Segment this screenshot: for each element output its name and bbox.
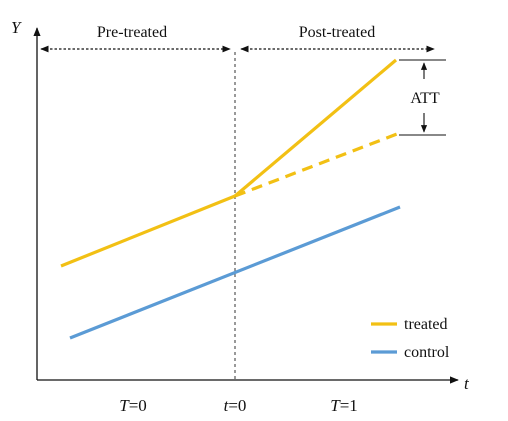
x-tick-pre: T=0 (119, 396, 147, 415)
pre-period-label: Pre-treated (97, 24, 167, 41)
x-tick-treatment: t=0 (224, 396, 247, 415)
legend: treated control (371, 316, 450, 361)
control-line (69, 205, 401, 340)
post-period-label: Post-treated (299, 24, 375, 41)
att-label: ATT (410, 90, 440, 107)
x-tick-post: T=1 (330, 396, 358, 415)
treated-counterfactual-line (234, 132, 398, 198)
treated-post-line (233, 58, 398, 198)
treated-pre-line (60, 194, 236, 268)
legend-treated-label: treated (404, 316, 448, 333)
legend-control-label: control (404, 344, 450, 361)
x-axis-label: t (464, 374, 470, 393)
y-axis-label: Y (11, 18, 22, 37)
